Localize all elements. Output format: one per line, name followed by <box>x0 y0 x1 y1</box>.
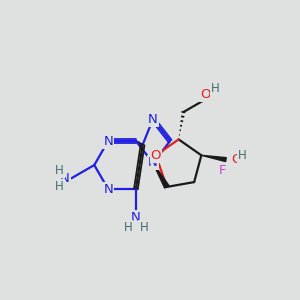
Polygon shape <box>201 155 226 162</box>
Text: O: O <box>231 153 242 166</box>
Text: N: N <box>148 113 158 126</box>
Text: F: F <box>218 164 226 177</box>
Text: O: O <box>200 88 210 101</box>
Text: N: N <box>103 183 113 196</box>
Text: N: N <box>131 211 141 224</box>
Text: H: H <box>211 82 220 95</box>
Text: H: H <box>55 164 64 177</box>
Text: H: H <box>238 149 247 162</box>
Text: N: N <box>103 134 113 148</box>
Text: H: H <box>124 221 132 234</box>
Text: H: H <box>55 180 64 193</box>
Polygon shape <box>153 163 169 188</box>
Text: N: N <box>60 172 70 185</box>
Text: H: H <box>140 221 148 234</box>
Text: O: O <box>151 149 161 162</box>
Text: N: N <box>148 156 158 170</box>
